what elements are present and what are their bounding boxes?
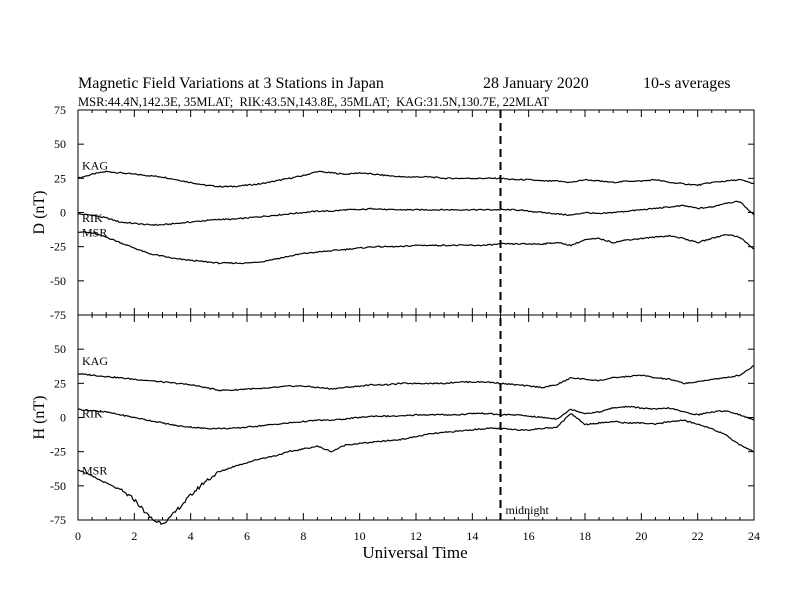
y-tick-label: 75 [54, 103, 66, 117]
y-tick-label: -25 [50, 445, 66, 459]
y-tick-label: -75 [50, 513, 66, 527]
series-label-H-RIK: RIK [82, 406, 103, 420]
x-tick-label: 14 [466, 529, 478, 543]
y-tick-label: -25 [50, 240, 66, 254]
series-label-D-RIK: RIK [82, 211, 103, 225]
x-tick-label: 6 [244, 529, 250, 543]
y-tick-label: 0 [60, 206, 66, 220]
series-line-D-KAG [77, 170, 755, 188]
x-axis-label: Universal Time [362, 543, 467, 562]
series-label-H-KAG: KAG [82, 354, 108, 368]
y-tick-label: 25 [54, 171, 66, 185]
x-tick-label: 12 [410, 529, 422, 543]
x-tick-label: 10 [354, 529, 366, 543]
series-line-H-KAG [77, 365, 755, 392]
y-axis-label-H: H (nT) [31, 396, 48, 440]
series-label-D-MSR: MSR [82, 226, 107, 240]
chart-title: Magnetic Field Variations at 3 Stations … [78, 75, 384, 92]
y-axis-label-D: D (nT) [31, 191, 48, 235]
x-tick-label: 2 [131, 529, 137, 543]
series-line-H-RIK [77, 405, 755, 430]
y-tick-label: 50 [54, 342, 66, 356]
y-tick-label: 25 [54, 376, 66, 390]
x-tick-label: 16 [523, 529, 535, 543]
series-label-H-MSR: MSR [82, 463, 107, 477]
x-tick-label: 18 [579, 529, 591, 543]
series-line-D-MSR [77, 230, 755, 265]
y-tick-label: -50 [50, 274, 66, 288]
y-tick-label: -50 [50, 479, 66, 493]
series-line-D-RIK [77, 200, 755, 226]
panel-frame-H [77, 314, 755, 521]
x-tick-label: 4 [188, 529, 194, 543]
series-line-H-MSR [77, 413, 755, 525]
x-tick-label: 20 [635, 529, 647, 543]
x-tick-label: 22 [692, 529, 704, 543]
x-tick-label: 8 [300, 529, 306, 543]
y-tick-label: 0 [60, 411, 66, 425]
y-tick-label: 50 [54, 137, 66, 151]
series-label-D-KAG: KAG [82, 158, 108, 172]
chart-averaging: 10-s averages [643, 75, 731, 92]
x-tick-label: 24 [748, 529, 760, 543]
chart-date: 28 January 2020 [483, 75, 589, 92]
y-tick-label: -75 [50, 308, 66, 322]
midnight-label: midnight [506, 503, 550, 517]
panel-frame-D [77, 109, 755, 316]
stations-subtitle: MSR:44.4N,142.3E, 35MLAT; RIK:43.5N,143.… [78, 95, 550, 109]
x-tick-label: 0 [75, 529, 81, 543]
